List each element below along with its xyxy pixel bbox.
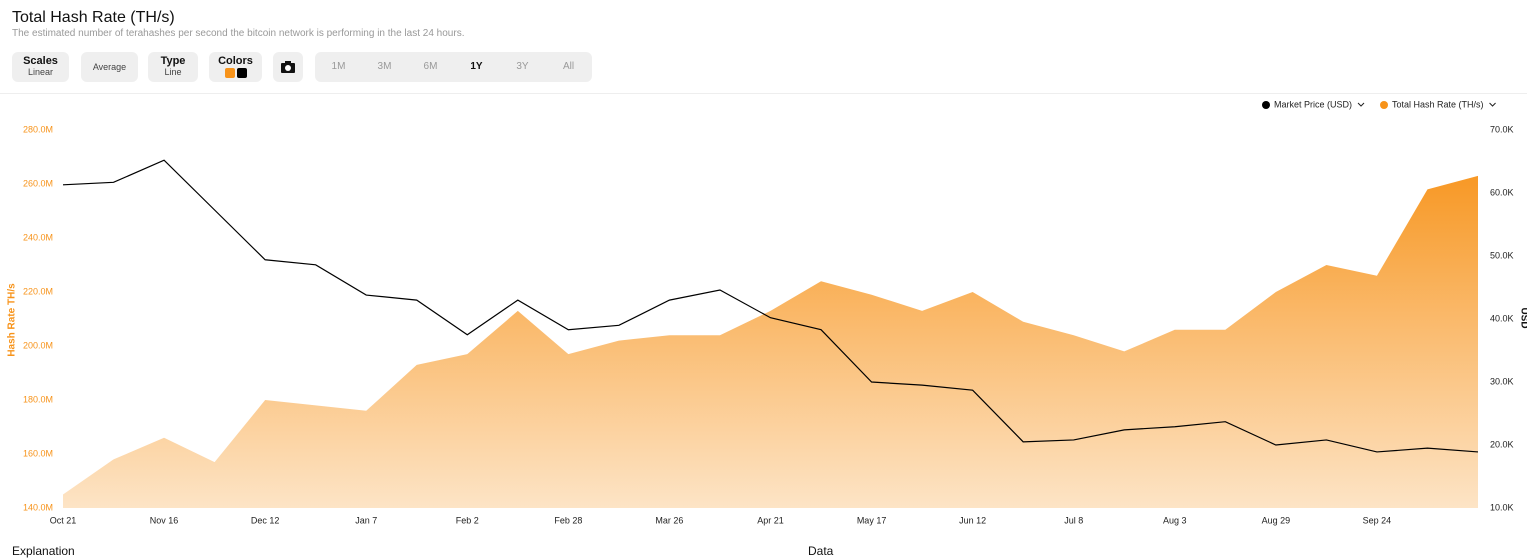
range-group: 1M 3M 6M 1Y 3Y All [315,52,592,82]
color-swatch[interactable] [236,68,247,78]
x-tick-label: Jun 12 [959,515,986,525]
x-tick-label: Sep 24 [1363,515,1392,525]
y2-tick-label: 60.0K [1490,187,1514,197]
camera-icon [281,61,295,73]
camera-button[interactable] [273,52,303,82]
divider [0,93,1527,94]
y2-tick-label: 20.0K [1490,439,1514,449]
value: Line [164,67,182,77]
x-tick-label: Feb 28 [554,515,582,525]
y-axis-label: Hash Rate TH/s [7,283,18,357]
y-tick-label: 180.0M [23,394,53,404]
colors-button[interactable]: Colors [209,52,262,82]
x-tick-label: Mar 26 [655,515,683,525]
y2-axis-label: USD [1518,307,1527,328]
label: Colors [218,55,253,67]
footer-left: Explanation [12,544,75,558]
color-swatch[interactable] [224,68,235,78]
y-tick-label: 140.0M [23,502,53,512]
x-tick-label: Oct 21 [50,515,77,525]
x-tick-label: Dec 12 [251,515,280,525]
area [63,175,1478,508]
range-button[interactable]: 1M [331,61,346,72]
legend-label: Market Price (USD) [1274,99,1352,109]
y2-tick-label: 40.0K [1490,313,1514,323]
x-tick-label: May 17 [857,515,887,525]
y-tick-label: 260.0M [23,178,53,188]
value: Linear [27,67,54,77]
line [62,159,1479,453]
title: Total Hash Rate (TH/s) [12,9,175,26]
x-tick-label: Feb 2 [456,515,479,525]
label: Scales [23,55,58,67]
range-button[interactable]: 3M [377,61,392,72]
y2-tick-label: 10.0K [1490,502,1514,512]
legend-swatch [1262,101,1270,109]
average-button[interactable]: Average [81,52,138,82]
x-tick-label: Jan 7 [355,515,377,525]
legend-swatch [1380,101,1389,109]
y-tick-label: 220.0M [23,286,53,296]
y2-tick-label: 30.0K [1490,376,1514,386]
swatches [224,68,248,81]
y2-tick-label: 50.0K [1490,250,1514,260]
range-button[interactable]: All [562,61,575,72]
y-tick-label: 240.0M [23,232,53,242]
y-tick-label: 160.0M [23,448,53,458]
legend-label: Total Hash Rate (TH/s) [1392,99,1484,109]
subtitle: The estimated number of terahashes per s… [12,28,465,39]
legend-chevron [1357,102,1365,107]
range-button[interactable]: 6M [423,61,438,72]
x-tick-label: Aug 29 [1262,515,1291,525]
range-button[interactable]: 3Y [516,61,529,72]
x-tick-label: Aug 3 [1163,515,1187,525]
x-tick-label: Jul 8 [1064,515,1083,525]
type-button[interactable]: Type Line [148,52,198,82]
y-tick-label: 200.0M [23,340,53,350]
y2-tick-label: 70.0K [1490,124,1514,134]
y-tick-label: 280.0M [23,124,53,134]
scales-button[interactable]: Scales Linear [12,52,69,82]
legend-chevron [1489,102,1496,107]
range-button[interactable]: 1Y [470,61,483,72]
footer-right: Data [808,544,834,558]
x-tick-label: Apr 21 [757,515,784,525]
label: Type [160,55,186,67]
x-tick-label: Nov 16 [150,515,179,525]
